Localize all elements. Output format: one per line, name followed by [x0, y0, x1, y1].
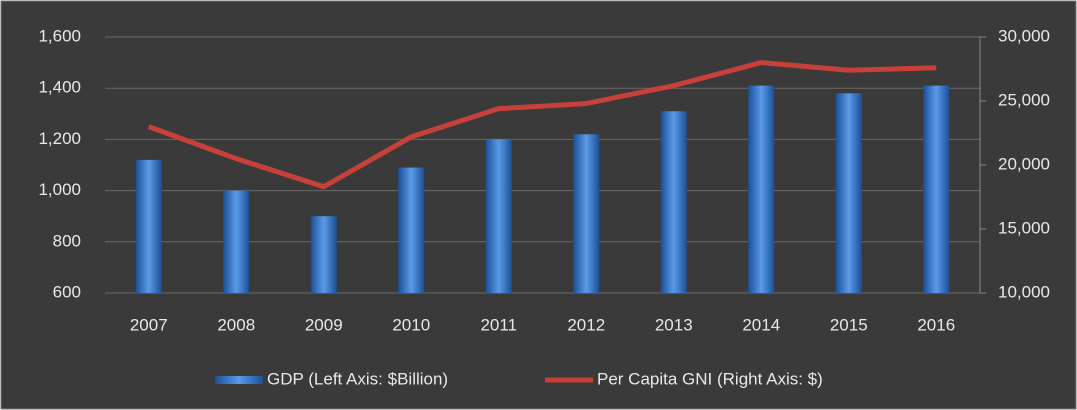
x-tick-label: 2009	[305, 315, 343, 334]
y-tick-label: 800	[53, 231, 81, 250]
bar	[573, 134, 600, 293]
legend-label: Per Capita GNI (Right Axis: $)	[597, 369, 823, 388]
y-tick-label: 1,400	[38, 78, 81, 97]
y-tick-label: 1,000	[38, 180, 81, 199]
y-tick-label: 1,200	[38, 129, 81, 148]
x-tick-label: 2014	[742, 315, 780, 334]
x-tick-label: 2016	[917, 315, 955, 334]
y-tick-label: 600	[53, 282, 81, 301]
y2-tick-label: 10,000	[998, 282, 1050, 301]
bar	[310, 216, 337, 293]
line	[147, 60, 937, 190]
bar	[835, 93, 862, 293]
y-tick-label: 1,600	[38, 26, 81, 45]
bar	[398, 167, 425, 293]
x-tick-label: 2015	[830, 315, 868, 334]
legend-swatch	[215, 376, 263, 384]
y2-tick-label: 25,000	[998, 90, 1050, 109]
x-tick-label: 2012	[567, 315, 605, 334]
legend-label: GDP (Left Axis: $Billion)	[267, 369, 448, 388]
bar	[660, 111, 687, 294]
bar	[923, 85, 950, 293]
y2-tick-label: 30,000	[998, 26, 1050, 45]
x-tick-label: 2007	[130, 315, 168, 334]
x-tick-label: 2011	[480, 315, 517, 334]
x-tick-label: 2008	[217, 315, 255, 334]
bar	[485, 139, 512, 293]
bar	[135, 159, 162, 293]
bar	[223, 190, 250, 293]
bar	[748, 85, 775, 293]
x-tick-label: 2010	[392, 315, 430, 334]
y2-tick-label: 15,000	[998, 218, 1050, 237]
x-tick-label: 2013	[655, 315, 693, 334]
y2-tick-label: 20,000	[998, 154, 1050, 173]
